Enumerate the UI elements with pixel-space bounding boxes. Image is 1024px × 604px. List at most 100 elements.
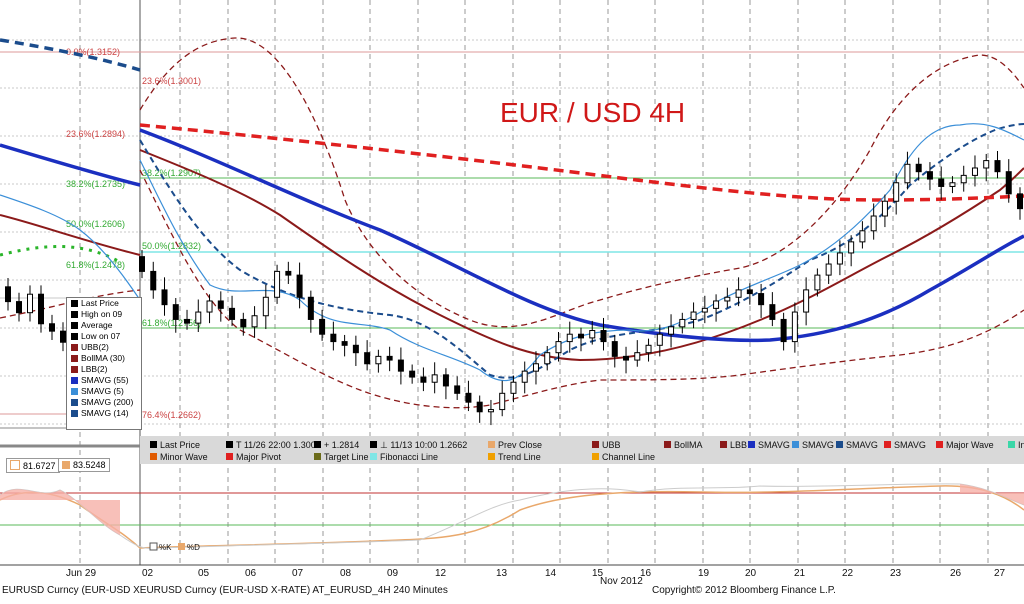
candle-body <box>904 163 911 184</box>
candle-body <box>386 355 393 361</box>
fib-label-left: 38.2%(1.2735) <box>66 179 125 189</box>
candle-body <box>656 333 663 346</box>
bollma-line-left <box>0 214 141 256</box>
fib-label-left: 61.8%(1.2478) <box>66 260 125 270</box>
mini-legend-label: SMAVG (5) <box>81 386 124 396</box>
x-tick-label: 09 <box>387 568 399 579</box>
candle-body <box>487 409 494 413</box>
candle-body-left <box>27 293 33 314</box>
legend-label: Last Price <box>160 440 200 450</box>
mini-legend-swatch <box>71 355 78 362</box>
candle-body <box>555 341 562 354</box>
osc-fill-left <box>0 489 120 535</box>
legend-label: Channel Line <box>602 452 655 462</box>
legend-swatch <box>936 441 943 448</box>
mini-legend-item: Last Price <box>67 298 141 309</box>
candle-body <box>848 241 855 254</box>
legend-bar <box>140 436 1024 464</box>
osc-d-line <box>0 485 1024 549</box>
mini-legend-label: LBB(2) <box>81 364 108 374</box>
candle-body <box>679 318 686 328</box>
x-tick-label: 22 <box>842 568 854 579</box>
mini-legend-item: BollMA (30) <box>67 353 141 364</box>
legend-label: Minor Wave <box>160 452 208 462</box>
x-tick-label: 07 <box>292 568 304 579</box>
candle-body <box>161 289 168 306</box>
mini-legend-swatch <box>71 410 78 417</box>
x-tick-label: 26 <box>950 568 962 579</box>
oscillator-d-readout: 83.5248 <box>58 458 110 472</box>
legend-swatch <box>488 441 495 448</box>
candle-body <box>994 160 1001 173</box>
mini-legend-label: BollMA (30) <box>81 353 125 363</box>
candle-body <box>566 333 573 343</box>
candle-body <box>341 341 348 346</box>
candle-body <box>296 274 303 298</box>
legend-label: SMAVG <box>846 440 878 450</box>
osc-k-line <box>0 483 1024 549</box>
smavg-55-line-left <box>0 143 141 187</box>
smavg-200-line <box>139 123 1024 202</box>
candle-body <box>532 363 539 372</box>
candle-body <box>690 311 697 320</box>
candle-body <box>971 167 978 176</box>
candle-body <box>983 160 990 169</box>
legend-swatch <box>884 441 891 448</box>
candle-body <box>814 274 821 291</box>
mini-legend-item: SMAVG (55) <box>67 375 141 386</box>
mini-legend-item: Average <box>67 320 141 331</box>
candle-body <box>611 341 618 357</box>
legend-swatch <box>664 441 671 448</box>
candle-body <box>184 318 191 324</box>
d-legend-label: %D <box>187 543 200 552</box>
upper-bollinger-band <box>139 37 1024 328</box>
footer-copyright: Copyright© 2012 Bloomberg Finance L.P. <box>652 585 836 596</box>
candle-body <box>375 355 382 365</box>
mini-legend-item: High on 09 <box>67 309 141 320</box>
fib-label-left: 50.0%(1.2606) <box>66 219 125 229</box>
candle-body <box>746 289 753 295</box>
legend-label: Fibonacci Line <box>380 452 438 462</box>
x-sublabel: Nov 2012 <box>600 576 643 587</box>
candle-body <box>274 270 281 298</box>
candle-body <box>476 401 483 413</box>
x-tick-label: 15 <box>592 568 604 579</box>
candle-body <box>668 326 675 335</box>
footer-security: EURUSD Curncy (EUR-USD XEURUSD Curncy (E… <box>2 585 448 596</box>
candle-body <box>634 352 641 361</box>
legend-swatch <box>748 441 755 448</box>
legend-swatch <box>836 441 843 448</box>
legend-label: UBB <box>602 440 621 450</box>
mini-legend: Last Price High on 09 Average Low on 07 UBB(… <box>66 297 142 430</box>
x-tick-label: 23 <box>890 568 902 579</box>
candle-body <box>510 381 517 394</box>
x-tick-label: 27 <box>994 568 1006 579</box>
legend-label: Major Pivot <box>236 452 282 462</box>
mini-legend-item: SMAVG (200) <box>67 397 141 408</box>
mini-legend-label: SMAVG (200) <box>81 397 134 407</box>
candle-body <box>150 270 157 291</box>
candle-body <box>442 374 449 387</box>
x-tick-label: 20 <box>745 568 757 579</box>
smavg-55-line <box>139 128 1024 343</box>
fib-label: 23.6%(1.2894) <box>66 129 125 139</box>
candle-body <box>1017 193 1023 210</box>
candle-body-left <box>49 323 55 332</box>
candle-body <box>364 352 371 365</box>
legend-swatch <box>792 441 799 448</box>
legend-label: SMAVG <box>894 440 926 450</box>
mini-legend-swatch <box>71 300 78 307</box>
candle-body <box>251 315 258 328</box>
x-tick-label: 16 <box>640 568 652 579</box>
legend-swatch <box>226 441 233 448</box>
candle-body <box>589 330 596 339</box>
candle-body <box>499 392 506 411</box>
k-legend-label: %K <box>159 543 172 552</box>
candle-body <box>926 171 933 180</box>
x-tick-label: 02 <box>142 568 154 579</box>
legend-label: Major Wave <box>946 440 994 450</box>
mini-legend-label: Average <box>81 320 113 330</box>
candle-body <box>397 359 404 372</box>
fib-label: 0.0%(1.3152) <box>66 47 120 57</box>
